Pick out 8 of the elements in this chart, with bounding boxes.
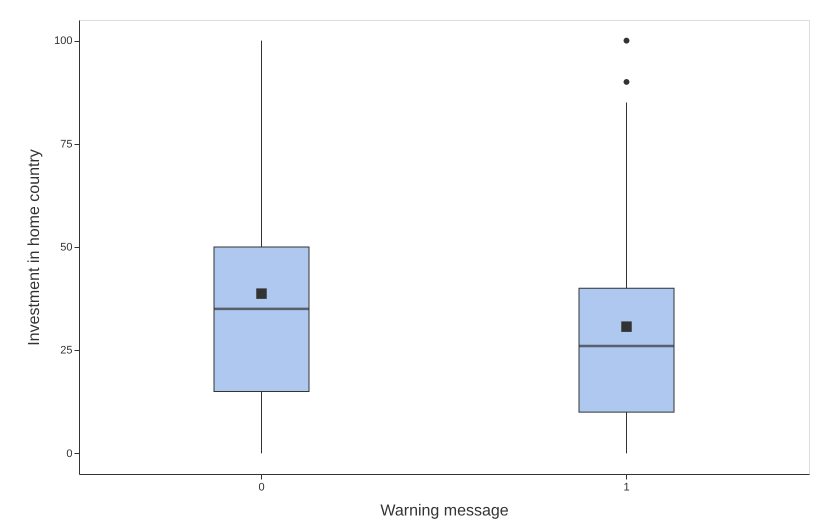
y-tick-label: 75 [60, 138, 72, 150]
y-tick-label: 100 [54, 35, 72, 48]
y-tick-label: 25 [60, 344, 72, 357]
x-tick-label: 1 [623, 482, 630, 494]
y-tick-label: 0 [66, 448, 72, 460]
y-axis-title: Investment in home country [26, 149, 44, 346]
y-tick-label: 50 [60, 242, 72, 254]
x-axis-title: Warning message [380, 502, 509, 520]
